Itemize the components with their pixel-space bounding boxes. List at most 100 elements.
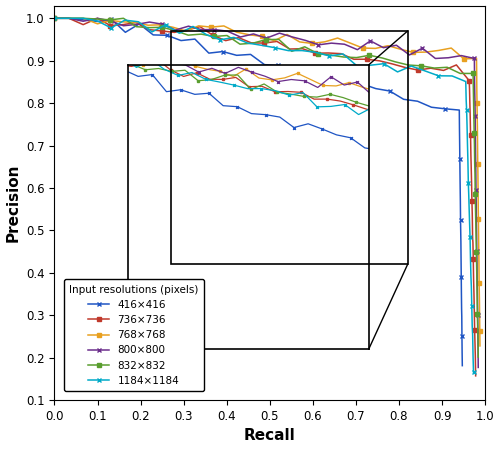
416×416 (456, 126, 462, 132)
736×736 (108, 23, 114, 28)
1184×1184 (244, 40, 250, 46)
416×416 (459, 350, 465, 356)
1184×1184 (464, 107, 469, 112)
416×416 (428, 105, 434, 110)
1184×1184 (80, 16, 86, 21)
832×832 (289, 48, 295, 54)
416×416 (458, 291, 464, 297)
416×416 (457, 186, 463, 191)
Line: 768×768: 768×768 (52, 16, 482, 348)
416×416 (456, 140, 462, 145)
1184×1184 (368, 62, 374, 68)
416×416 (386, 88, 392, 94)
800×800 (474, 292, 480, 297)
800×800 (475, 365, 481, 370)
832×832 (474, 294, 480, 299)
416×416 (164, 33, 170, 38)
1184×1184 (258, 43, 264, 48)
1184×1184 (340, 51, 346, 57)
1184×1184 (467, 234, 473, 240)
1184×1184 (465, 158, 471, 163)
416×416 (262, 62, 268, 67)
1184×1184 (463, 98, 469, 103)
1184×1184 (464, 141, 470, 147)
Line: 832×832: 832×832 (52, 16, 480, 359)
1184×1184 (469, 323, 475, 329)
736×736 (454, 62, 460, 68)
X-axis label: Recall: Recall (244, 428, 296, 444)
768×768 (170, 25, 176, 30)
Line: 1184×1184: 1184×1184 (52, 16, 476, 374)
416×416 (136, 21, 142, 26)
736×736 (472, 308, 478, 314)
416×416 (359, 81, 365, 87)
1184×1184 (466, 208, 472, 213)
416×416 (290, 68, 296, 74)
832×832 (52, 16, 58, 21)
1184×1184 (436, 73, 442, 79)
1184×1184 (326, 53, 332, 59)
416×416 (373, 86, 379, 91)
1184×1184 (466, 193, 472, 198)
1184×1184 (190, 24, 196, 29)
1184×1184 (66, 16, 72, 21)
416×416 (442, 106, 448, 111)
800×800 (290, 34, 296, 40)
1184×1184 (408, 63, 414, 69)
736×736 (466, 86, 472, 92)
416×416 (66, 16, 72, 21)
1184×1184 (468, 284, 474, 290)
416×416 (457, 172, 463, 177)
800×800 (458, 53, 464, 58)
1184×1184 (136, 19, 141, 24)
416×416 (458, 274, 464, 280)
416×416 (248, 52, 254, 57)
416×416 (414, 98, 420, 104)
832×832 (366, 53, 372, 58)
1184×1184 (470, 354, 476, 360)
1184×1184 (218, 37, 224, 43)
1184×1184 (449, 73, 455, 79)
800×800 (108, 18, 114, 24)
800×800 (472, 79, 478, 84)
416×416 (456, 107, 462, 113)
768×768 (474, 101, 480, 106)
768×768 (461, 56, 467, 62)
1184×1184 (176, 31, 182, 36)
416×416 (206, 50, 212, 56)
1184×1184 (468, 256, 473, 262)
Bar (170, 31, 408, 264)
1184×1184 (149, 29, 155, 35)
416×416 (303, 69, 309, 75)
Line: 416×416: 416×416 (52, 16, 465, 368)
416×416 (457, 156, 463, 161)
1184×1184 (312, 50, 318, 55)
1184×1184 (469, 304, 475, 309)
416×416 (331, 80, 337, 85)
1184×1184 (272, 45, 278, 50)
416×416 (234, 53, 239, 58)
1184×1184 (463, 79, 469, 84)
416×416 (458, 199, 464, 204)
768×768 (477, 343, 483, 348)
416×416 (458, 256, 464, 262)
416×416 (459, 313, 465, 319)
416×416 (460, 363, 466, 368)
416×416 (317, 71, 323, 77)
800×800 (52, 16, 58, 21)
1184×1184 (464, 123, 470, 128)
768×768 (448, 45, 454, 51)
768×768 (423, 49, 429, 55)
416×416 (458, 239, 464, 244)
416×416 (80, 17, 86, 22)
768×768 (52, 16, 58, 21)
416×416 (345, 77, 351, 82)
416×416 (150, 32, 156, 38)
736×736 (287, 46, 293, 52)
1184×1184 (354, 63, 360, 68)
1184×1184 (466, 222, 472, 227)
1184×1184 (52, 16, 58, 21)
1184×1184 (204, 32, 210, 37)
1184×1184 (286, 48, 292, 53)
832×832 (475, 354, 481, 360)
